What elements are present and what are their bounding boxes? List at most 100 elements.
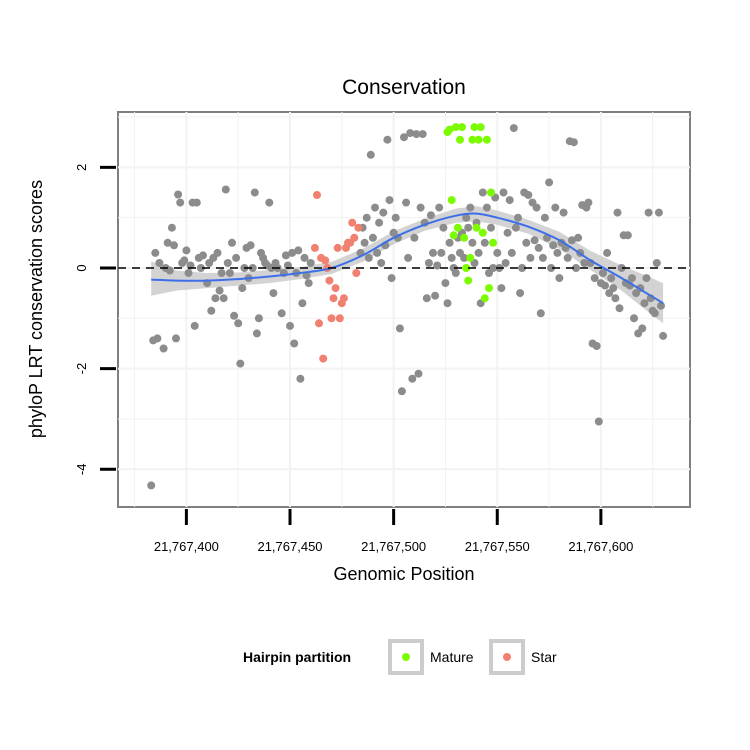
point-other (567, 236, 576, 245)
point-other (638, 324, 647, 333)
point-other (478, 188, 487, 197)
point-star (325, 276, 334, 285)
point-other (553, 248, 562, 257)
point-other (497, 284, 506, 293)
point-other (599, 269, 607, 277)
point-other (611, 294, 620, 303)
legend-dot-star (503, 653, 511, 661)
x-tick-label: 21,767,550 (465, 539, 530, 554)
y-tick-label: -4 (74, 464, 89, 476)
point-other (563, 253, 572, 262)
y-tick-label: 0 (74, 264, 89, 271)
point-other (306, 259, 315, 267)
confidence-band-layer (151, 206, 664, 324)
legend-entry-mature: Mature (388, 639, 474, 675)
point-other (464, 223, 473, 232)
point-other (534, 243, 543, 252)
point-other (532, 203, 541, 212)
point-other (509, 124, 518, 133)
point-other (281, 251, 290, 260)
point-other (176, 198, 185, 207)
point-other (286, 321, 294, 330)
point-star (348, 218, 357, 227)
smooth-line-layer (151, 212, 664, 305)
plot-panel (117, 111, 691, 508)
point-mature (487, 188, 495, 197)
point-mature (474, 135, 483, 144)
point-other (234, 319, 243, 328)
point-other (213, 248, 222, 257)
point-star (313, 191, 321, 199)
point-other (530, 236, 539, 245)
point-other (174, 190, 183, 199)
point-star (350, 233, 359, 242)
point-star (354, 223, 363, 232)
point-other (232, 253, 241, 262)
point-other (364, 253, 373, 262)
point-other (252, 329, 261, 338)
point-mature (478, 228, 487, 237)
point-other (594, 417, 603, 426)
point-other (451, 269, 460, 277)
point-other (518, 264, 527, 272)
point-other (215, 286, 224, 295)
point-mature (489, 238, 498, 247)
point-other (433, 261, 442, 270)
point-other (410, 233, 419, 242)
point-other (269, 289, 278, 298)
point-other (592, 342, 601, 350)
point-other (644, 208, 653, 217)
point-other (228, 238, 236, 247)
point-other (559, 208, 568, 217)
point-mature (451, 123, 460, 132)
point-mature (485, 284, 493, 293)
point-other (418, 130, 427, 139)
point-other (447, 253, 456, 262)
point-other (230, 311, 239, 320)
point-other (395, 324, 404, 333)
point-other (435, 203, 444, 212)
point-other (613, 208, 622, 217)
point-other (236, 359, 245, 368)
point-other (383, 135, 392, 144)
x-tick-label: 21,767,600 (568, 539, 633, 554)
point-other (526, 253, 535, 262)
legend-label-star: Star (531, 649, 557, 665)
point-other (422, 294, 431, 303)
point-other (617, 264, 626, 272)
point-other (196, 264, 205, 272)
point-other (489, 264, 498, 272)
point-other (288, 248, 297, 257)
point-other (414, 369, 423, 378)
point-other (574, 233, 583, 242)
point-other (180, 256, 189, 265)
point-other (460, 253, 469, 262)
point-other (246, 241, 255, 250)
point-other (547, 264, 556, 272)
point-other (362, 213, 371, 222)
point-other (652, 259, 661, 267)
point-star (352, 269, 361, 277)
point-other (607, 274, 616, 283)
point-other (549, 241, 558, 250)
point-other (159, 344, 168, 353)
point-mature (466, 253, 475, 262)
point-other (387, 274, 396, 283)
point-other (402, 198, 411, 207)
point-other (172, 334, 180, 343)
point-other (190, 321, 199, 330)
point-other (408, 374, 417, 383)
point-other (302, 271, 311, 280)
points-layer (147, 123, 668, 490)
point-star (331, 284, 340, 293)
point-other (184, 269, 193, 277)
point-other (298, 299, 307, 308)
point-mature (476, 123, 485, 132)
point-other (584, 198, 593, 207)
point-other (657, 301, 665, 310)
point-other (424, 259, 433, 267)
point-other (480, 238, 489, 247)
point-other (225, 269, 234, 277)
x-axis-title: Genomic Position (333, 564, 474, 584)
